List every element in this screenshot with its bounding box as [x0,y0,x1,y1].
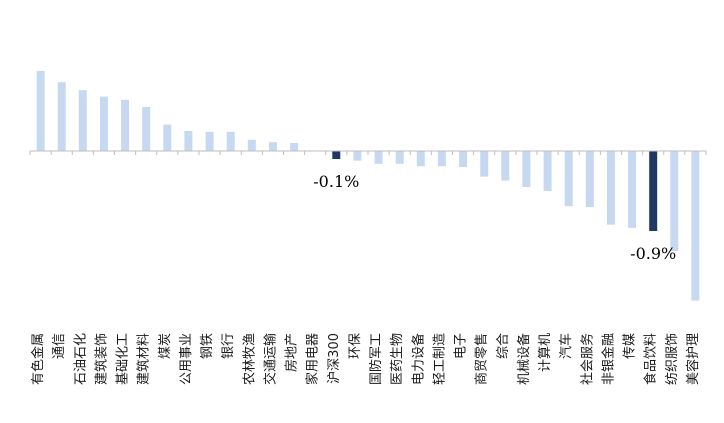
category-label-9: 银行 [221,333,236,359]
bar-21 [480,151,489,177]
category-label-10: 农林牧渔 [242,333,257,385]
bar-25 [564,151,573,207]
category-label-17: 医药生物 [390,333,405,385]
bar-3 [99,96,108,151]
bar-4 [121,99,130,151]
category-label-11: 交通运输 [262,333,278,385]
bar-0 [36,71,45,151]
category-label-3: 建筑装饰 [93,333,109,385]
category-label-1: 通信 [52,333,67,359]
bar-28 [628,151,637,228]
category-label-2: 石油石化 [73,333,88,385]
bar-24 [543,151,552,191]
category-label-26: 社会服务 [579,333,595,385]
data-label-1: -0.9% [630,244,676,263]
category-labels-group: 有色金属 通信 石油石化 建筑装饰 基础化工 建筑材料 煤炭 公用事业 钢铁 银行 农林牧渔 交通运输… [30,333,701,385]
bar-5 [142,107,151,151]
bar-17 [395,151,404,164]
category-label-8: 钢铁 [200,333,215,359]
bar-2 [78,90,87,151]
bar-20 [459,151,468,167]
bar-31 [691,151,700,301]
bar-6 [163,124,172,151]
category-label-31: 美容护理 [685,333,701,385]
bar-11 [268,142,277,151]
bar-29 [649,151,658,231]
category-label-12: 房地产 [284,333,300,372]
axis-ticks-group [29,151,707,155]
bar-14 [332,151,341,159]
category-label-4: 基础化工 [116,333,131,385]
bar-9 [226,131,235,151]
category-label-28: 传媒 [623,333,638,359]
bar-26 [585,151,594,207]
data-labels-group: -0.1% -0.9% [313,172,676,263]
category-label-27: 非银金融 [600,333,616,385]
category-label-16: 国防军工 [368,333,384,385]
category-label-24: 计算机 [538,333,553,372]
bar-7 [184,131,193,151]
bar-27 [606,151,615,225]
category-label-0: 有色金属 [30,333,46,385]
category-label-29: 食品饮料 [643,333,659,385]
bar-18 [416,151,425,167]
bar-12 [290,143,299,151]
data-label-0: -0.1% [313,172,359,191]
bar-30 [670,151,679,251]
bar-8 [205,131,214,151]
bar-16 [374,151,383,164]
category-label-15: 环保 [348,333,363,359]
category-label-14: 沪深300 [326,333,342,384]
category-label-6: 煤炭 [158,333,173,359]
bar-1 [57,82,66,151]
category-label-7: 公用事业 [179,333,194,385]
bar-15 [353,151,362,161]
bars-group [36,71,700,301]
category-label-30: 纺织服饰 [665,333,680,385]
bar-23 [522,151,531,187]
category-label-20: 电子 [454,333,469,359]
category-label-21: 商贸零售 [474,333,490,385]
bar-10 [247,139,256,151]
category-label-23: 机械设备 [516,333,532,385]
bar-22 [501,151,510,181]
category-label-19: 轻工制造 [432,333,447,385]
category-label-13: 家用电器 [305,333,321,385]
category-label-18: 电力设备 [410,333,426,385]
category-label-22: 综合 [496,333,511,359]
category-label-5: 建筑材料 [136,333,152,385]
category-label-25: 汽车 [558,333,574,359]
bar-19 [437,151,446,167]
